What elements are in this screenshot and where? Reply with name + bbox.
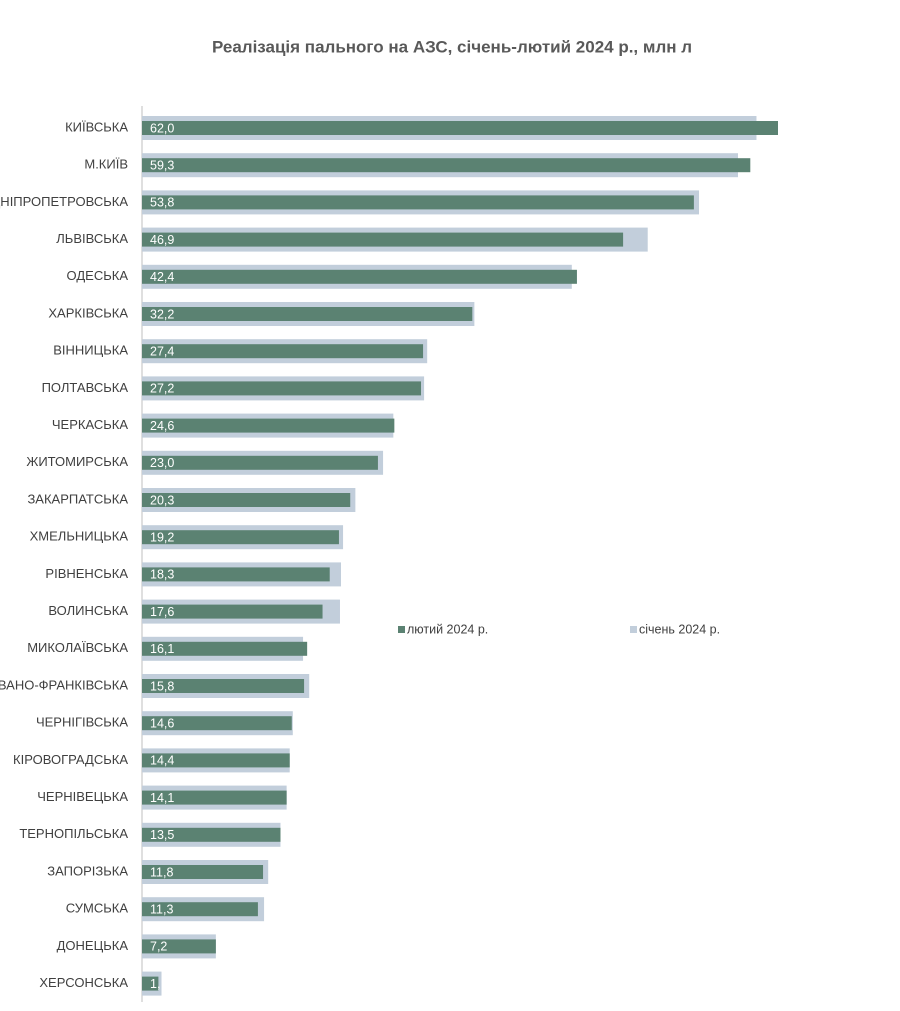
value-label: 18,3: [150, 568, 174, 582]
bar: [142, 418, 395, 433]
value-label: 11,3: [150, 902, 173, 916]
bar: [142, 939, 216, 954]
bar: [142, 307, 473, 321]
category-label: КІРОВОГРАДСЬКА: [13, 752, 128, 767]
bar: [142, 976, 159, 991]
value-label: 59,3: [150, 158, 174, 172]
category-label: КИЇВСЬКА: [65, 119, 128, 134]
bar: [142, 641, 308, 656]
bar: [142, 790, 287, 805]
value-label: 19,2: [150, 530, 174, 544]
category-label: ХЕРСОНСЬКА: [39, 975, 128, 990]
category-label: ЖИТОМИРСЬКА: [26, 454, 128, 469]
value-label: 24,6: [150, 419, 174, 433]
value-label: 7,2: [150, 940, 167, 954]
bar: [142, 902, 258, 917]
category-label: МИКОЛАЇВСЬКА: [27, 640, 128, 655]
value-label: 15,8: [150, 679, 174, 693]
bar: [142, 269, 577, 284]
bar: [142, 865, 264, 879]
bar: [142, 604, 323, 619]
category-label: ДОНЕЦЬКА: [57, 938, 129, 953]
category-label: ХАРКІВСЬКА: [48, 305, 128, 320]
category-label: М.КИЇВ: [84, 157, 128, 172]
value-label: 42,4: [150, 270, 174, 284]
bar: [142, 158, 751, 173]
category-label: ЧЕРНІГІВСЬКА: [36, 715, 128, 730]
bar: [142, 567, 330, 582]
value-label: 11,8: [150, 865, 173, 879]
category-label: ЗАПОРІЗЬКА: [47, 863, 128, 878]
legend-label: січень 2024 р.: [639, 622, 720, 636]
bar: [142, 493, 351, 507]
category-label: ЧЕРКАСЬКА: [52, 417, 128, 432]
category-label: ОДЕСЬКА: [67, 268, 129, 283]
category-label: ПОЛТАВСЬКА: [42, 380, 129, 395]
bar: [142, 716, 292, 731]
bar: [142, 381, 422, 396]
value-label: 1,: [150, 977, 160, 991]
category-label: ДНІПРОПЕТРОВСЬКА: [0, 194, 128, 209]
value-label: 27,4: [150, 344, 174, 358]
value-label: 27,2: [150, 382, 174, 396]
category-label: ТЕРНОПІЛЬСЬКА: [19, 826, 128, 841]
category-label: ВІННИЦЬКА: [53, 343, 128, 358]
value-label: 62,0: [150, 121, 174, 135]
category-label: РІВНЕНСЬКА: [45, 566, 128, 581]
value-label: 53,8: [150, 196, 174, 210]
category-label: ІВАНО-ФРАНКІВСЬКА: [0, 677, 128, 692]
category-label: ХМЕЛЬНИЦЬКА: [30, 529, 129, 544]
category-label: ЧЕРНІВЕЦЬКА: [37, 789, 128, 804]
bar: [142, 530, 339, 545]
category-label: ВОЛИНСЬКА: [48, 603, 128, 618]
bar: [142, 679, 305, 693]
category-label: ЗАКАРПАТСЬКА: [27, 491, 128, 506]
value-label: 20,3: [150, 493, 174, 507]
value-label: 16,1: [150, 642, 174, 656]
value-label: 13,5: [150, 828, 174, 842]
bar: [142, 455, 378, 470]
bar: [142, 121, 778, 135]
legend-swatch: [630, 626, 637, 633]
bar: [142, 344, 424, 359]
value-label: 23,0: [150, 456, 174, 470]
value-label: 14,4: [150, 754, 174, 768]
bar: [142, 753, 290, 768]
bar: [142, 195, 694, 210]
value-label: 14,1: [150, 791, 174, 805]
legend-swatch: [398, 626, 405, 633]
legend-label: лютий 2024 р.: [407, 622, 488, 636]
value-label: 32,2: [150, 307, 174, 321]
chart-title: Реалізація пального на АЗС, січень-лютий…: [212, 37, 692, 56]
bar: [142, 827, 281, 842]
value-label: 14,6: [150, 716, 174, 730]
value-label: 46,9: [150, 233, 174, 247]
value-label: 17,6: [150, 605, 174, 619]
category-label: СУМСЬКА: [66, 901, 129, 916]
category-label: ЛЬВІВСЬКА: [56, 231, 128, 246]
bar: [142, 232, 624, 247]
